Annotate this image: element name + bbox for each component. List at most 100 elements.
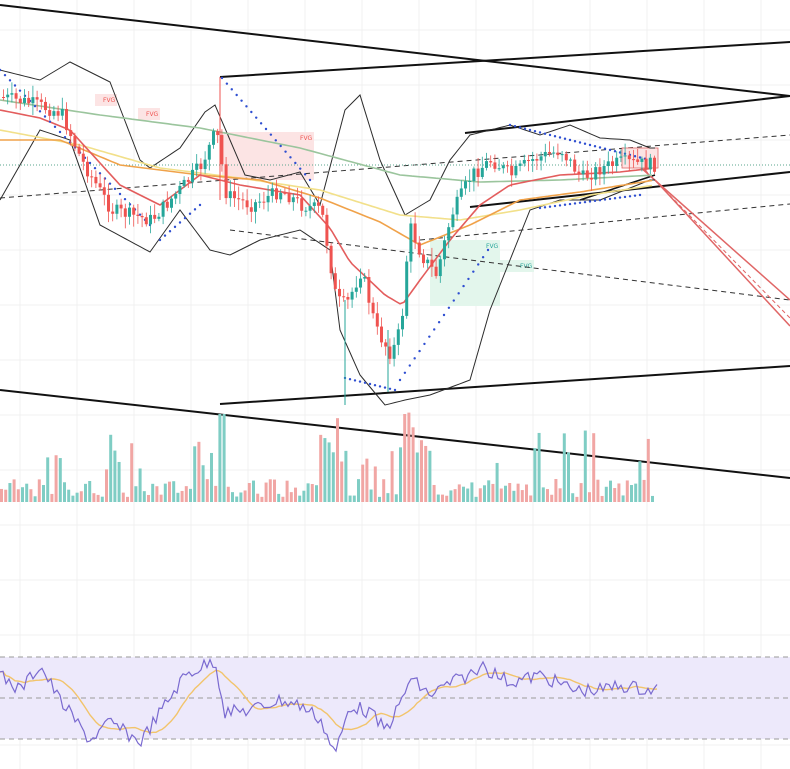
volume-bar <box>373 466 377 502</box>
candle-body <box>245 200 249 208</box>
candle-body <box>485 161 488 168</box>
volume-bar <box>525 484 528 502</box>
candle-body <box>506 165 509 167</box>
sar-dot <box>423 342 426 346</box>
volume-bar <box>462 486 465 502</box>
volume-bar <box>46 457 50 502</box>
candle-body <box>102 187 106 195</box>
candle-body <box>619 156 623 158</box>
sar-dot <box>452 299 455 302</box>
sar-dot <box>588 200 592 203</box>
sar-dot <box>0 68 2 72</box>
candle-body <box>363 277 367 279</box>
candle-body <box>123 208 127 217</box>
volume-bar <box>466 488 470 502</box>
candle-body <box>623 155 627 157</box>
volume-bar <box>567 452 570 502</box>
volume-bar <box>529 495 533 502</box>
sar-dot <box>163 234 167 237</box>
volume-bar <box>243 490 247 502</box>
candle-body <box>459 188 463 197</box>
sar-dot <box>408 364 411 367</box>
sar-dot <box>472 270 475 273</box>
candle-body <box>119 204 123 209</box>
trendline <box>219 41 790 78</box>
volume-bar <box>142 491 146 502</box>
volume-bar <box>336 418 339 502</box>
volume-bar <box>453 489 457 502</box>
candle-body <box>224 164 228 199</box>
volume-bar <box>411 427 415 502</box>
sar-dot <box>173 225 177 229</box>
candle-body <box>384 342 388 347</box>
candle-body <box>65 108 68 131</box>
volume-bar <box>117 461 121 502</box>
volume-bar <box>155 486 159 502</box>
candle-body <box>636 159 640 162</box>
sar-dot <box>528 128 532 132</box>
volume-bar <box>483 485 486 502</box>
sar-dot <box>428 335 431 338</box>
candle-body <box>552 152 556 154</box>
sar-dot <box>613 197 617 200</box>
volume-bar <box>298 495 302 502</box>
fvg-zone <box>95 94 117 106</box>
sar-dot <box>548 205 552 208</box>
volume-bar <box>537 432 541 502</box>
volume-bar <box>71 495 75 502</box>
candle-body <box>6 94 10 98</box>
volume-bar <box>357 479 360 502</box>
candle-body <box>464 181 467 189</box>
sar-dot <box>633 194 637 197</box>
sar-dot <box>123 197 127 201</box>
trendline <box>219 365 790 405</box>
sar-dot <box>383 386 387 389</box>
volume-bar <box>571 493 575 502</box>
sar-dot <box>573 202 577 205</box>
sar-dot <box>437 321 441 324</box>
candle-body <box>350 291 354 300</box>
sar-dot <box>442 313 446 317</box>
volume-bar <box>100 496 104 502</box>
candle-body <box>136 214 140 216</box>
candle-body <box>174 194 178 199</box>
sar-dot <box>598 199 602 202</box>
candle-body <box>233 191 236 199</box>
candle-body <box>77 146 81 154</box>
candle-body <box>212 131 215 145</box>
sar-dot <box>299 167 302 170</box>
volume-bar <box>105 469 108 502</box>
fvg-label: FVG <box>300 135 313 142</box>
volume-bar <box>474 496 478 502</box>
candle-body <box>476 168 480 177</box>
volume-bar <box>37 479 41 502</box>
volume-bar <box>218 414 222 502</box>
sar-dot <box>533 130 537 133</box>
volume-bar <box>235 496 239 502</box>
candle-body <box>367 277 371 303</box>
volume-bar <box>369 489 373 502</box>
candle-body <box>438 259 442 277</box>
candle-body <box>480 167 484 177</box>
sar-dot <box>53 125 57 129</box>
candle-body <box>447 227 451 241</box>
volume-bar <box>264 482 268 502</box>
candle-body <box>165 201 169 208</box>
candles <box>2 77 656 405</box>
candle-body <box>627 155 631 160</box>
sar-dot <box>198 203 202 207</box>
candle-body <box>178 185 182 195</box>
candle-body <box>434 266 438 277</box>
volume-bar <box>8 483 12 502</box>
candle-body <box>401 315 404 330</box>
volume-bar <box>436 494 440 502</box>
sar-dot <box>193 208 197 211</box>
volume-bar <box>634 483 638 502</box>
sar-dot <box>433 328 436 331</box>
candle-body <box>14 93 18 99</box>
volume-bar <box>504 485 507 502</box>
candle-body <box>375 313 379 327</box>
candle-body <box>653 157 656 172</box>
